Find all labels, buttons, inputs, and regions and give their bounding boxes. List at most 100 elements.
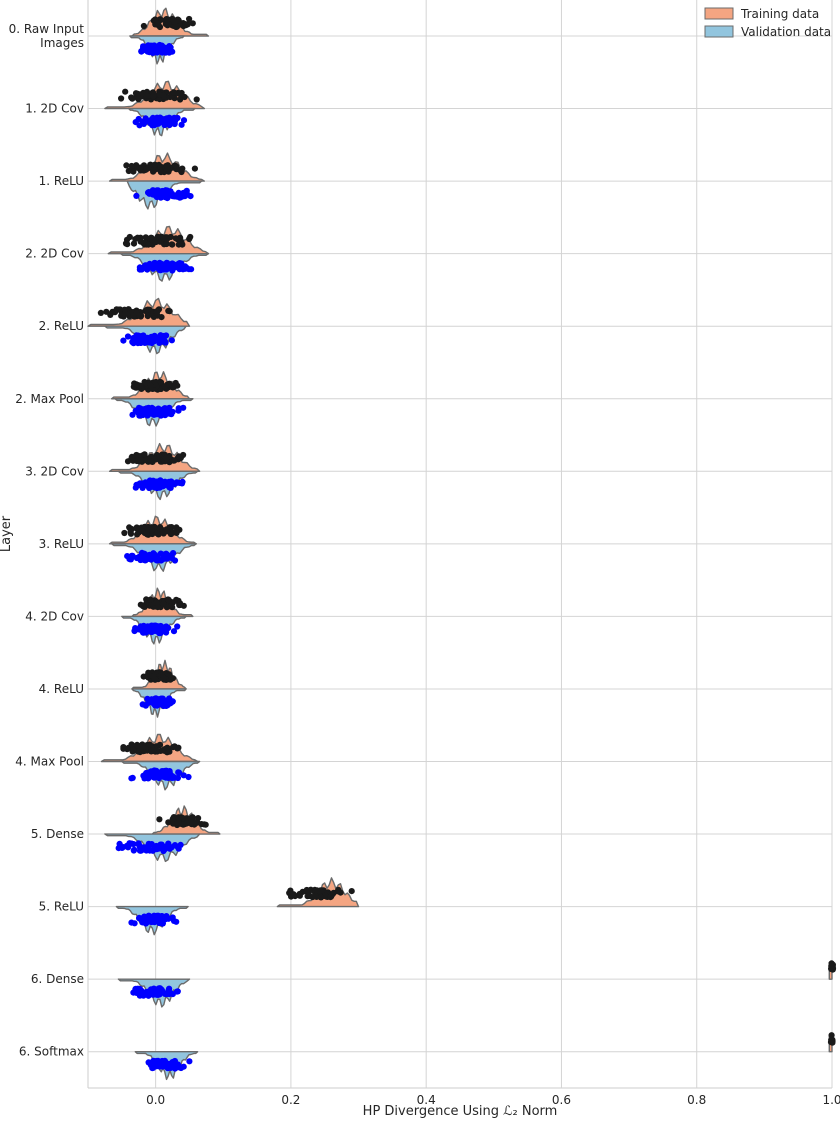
validation-point [151,332,158,339]
validation-point [145,404,152,411]
training-point [151,161,158,168]
validation-point [141,482,148,489]
x-tick-label: 0.2 [281,1093,300,1107]
training-point [118,95,125,102]
validation-point [142,702,149,709]
training-point [171,457,178,464]
training-point [143,380,150,387]
validation-point [169,555,176,562]
legend-label: Training data [740,7,819,21]
validation-point [147,628,154,635]
training-point [113,306,120,313]
validation-point [143,989,150,996]
validation-point [174,988,181,995]
validation-point [168,478,175,485]
validation-point [180,404,187,411]
training-point [187,233,194,241]
training-point [160,92,167,99]
training-point [154,530,161,537]
training-point [175,744,182,751]
training-point [148,527,155,534]
training-point [137,164,144,171]
x-tick-label: 0.6 [552,1093,571,1107]
training-point [147,161,154,168]
x-axis-title: HP Divergence Using ℒ₂ Norm [363,1104,558,1119]
training-point [177,96,184,103]
training-point [169,744,177,751]
validation-point [151,697,158,704]
validation-point [166,49,173,56]
validation-point [155,119,162,126]
y-tick-label-line: Images [40,36,84,50]
y-tick-label: 2. ReLU [39,319,84,333]
training-point [147,596,154,603]
validation-point [150,477,157,484]
training-point [182,21,189,28]
validation-point [170,550,177,557]
validation-point [116,840,123,848]
validation-point [166,409,173,416]
training-point [142,457,149,464]
validation-point [156,189,164,196]
validation-point [141,262,148,269]
validation-point [132,625,139,632]
training-point [169,816,176,823]
training-point [163,455,170,462]
training-point [193,96,200,103]
validation-point [161,479,168,486]
training-point [175,453,182,460]
training-point [179,241,186,248]
validation-point [154,484,161,492]
y-tick-label: 2. 2D Cov [25,247,84,261]
x-tick-label: 0.8 [687,1093,706,1107]
training-point [160,674,167,682]
validation-point [168,337,175,344]
training-point [137,238,144,245]
validation-point [171,1059,178,1066]
training-point [130,240,138,247]
training-point [140,22,147,30]
validation-point [144,45,151,52]
training-point [163,240,170,247]
training-point [168,241,175,248]
training-point [192,820,199,827]
validation-point [160,47,167,54]
validation-point [164,119,172,126]
y-tick-label: 4. 2D Cov [25,609,84,623]
training-point [152,16,159,23]
validation-point [146,263,154,270]
validation-point [131,920,138,927]
training-point [128,741,135,748]
training-point [187,819,194,826]
validation-point [153,628,160,635]
training-point [165,596,172,604]
validation-point [174,623,181,630]
validation-point [130,340,137,347]
training-point [107,311,114,318]
training-point [160,601,167,608]
training-point [147,382,154,389]
training-point [189,20,196,27]
validation-point [180,117,188,124]
training-point [150,168,157,175]
training-point [150,672,157,680]
validation-point [177,1064,185,1072]
validation-point [126,556,133,563]
validation-point [180,772,187,779]
training-point [348,888,355,895]
validation-point [175,407,182,414]
validation-point [163,624,171,631]
validation-point [134,985,141,992]
training-point [127,528,134,535]
training-point [164,16,171,23]
validation-point [161,990,168,998]
training-point [150,93,157,100]
validation-point [149,122,156,129]
y-tick-label: 5. ReLU [39,900,84,914]
validation-point [161,338,169,345]
training-point [146,741,153,748]
training-point [128,94,135,101]
training-point [828,1032,835,1039]
x-tick-label: 0.4 [417,1093,436,1107]
validation-point [137,405,144,412]
